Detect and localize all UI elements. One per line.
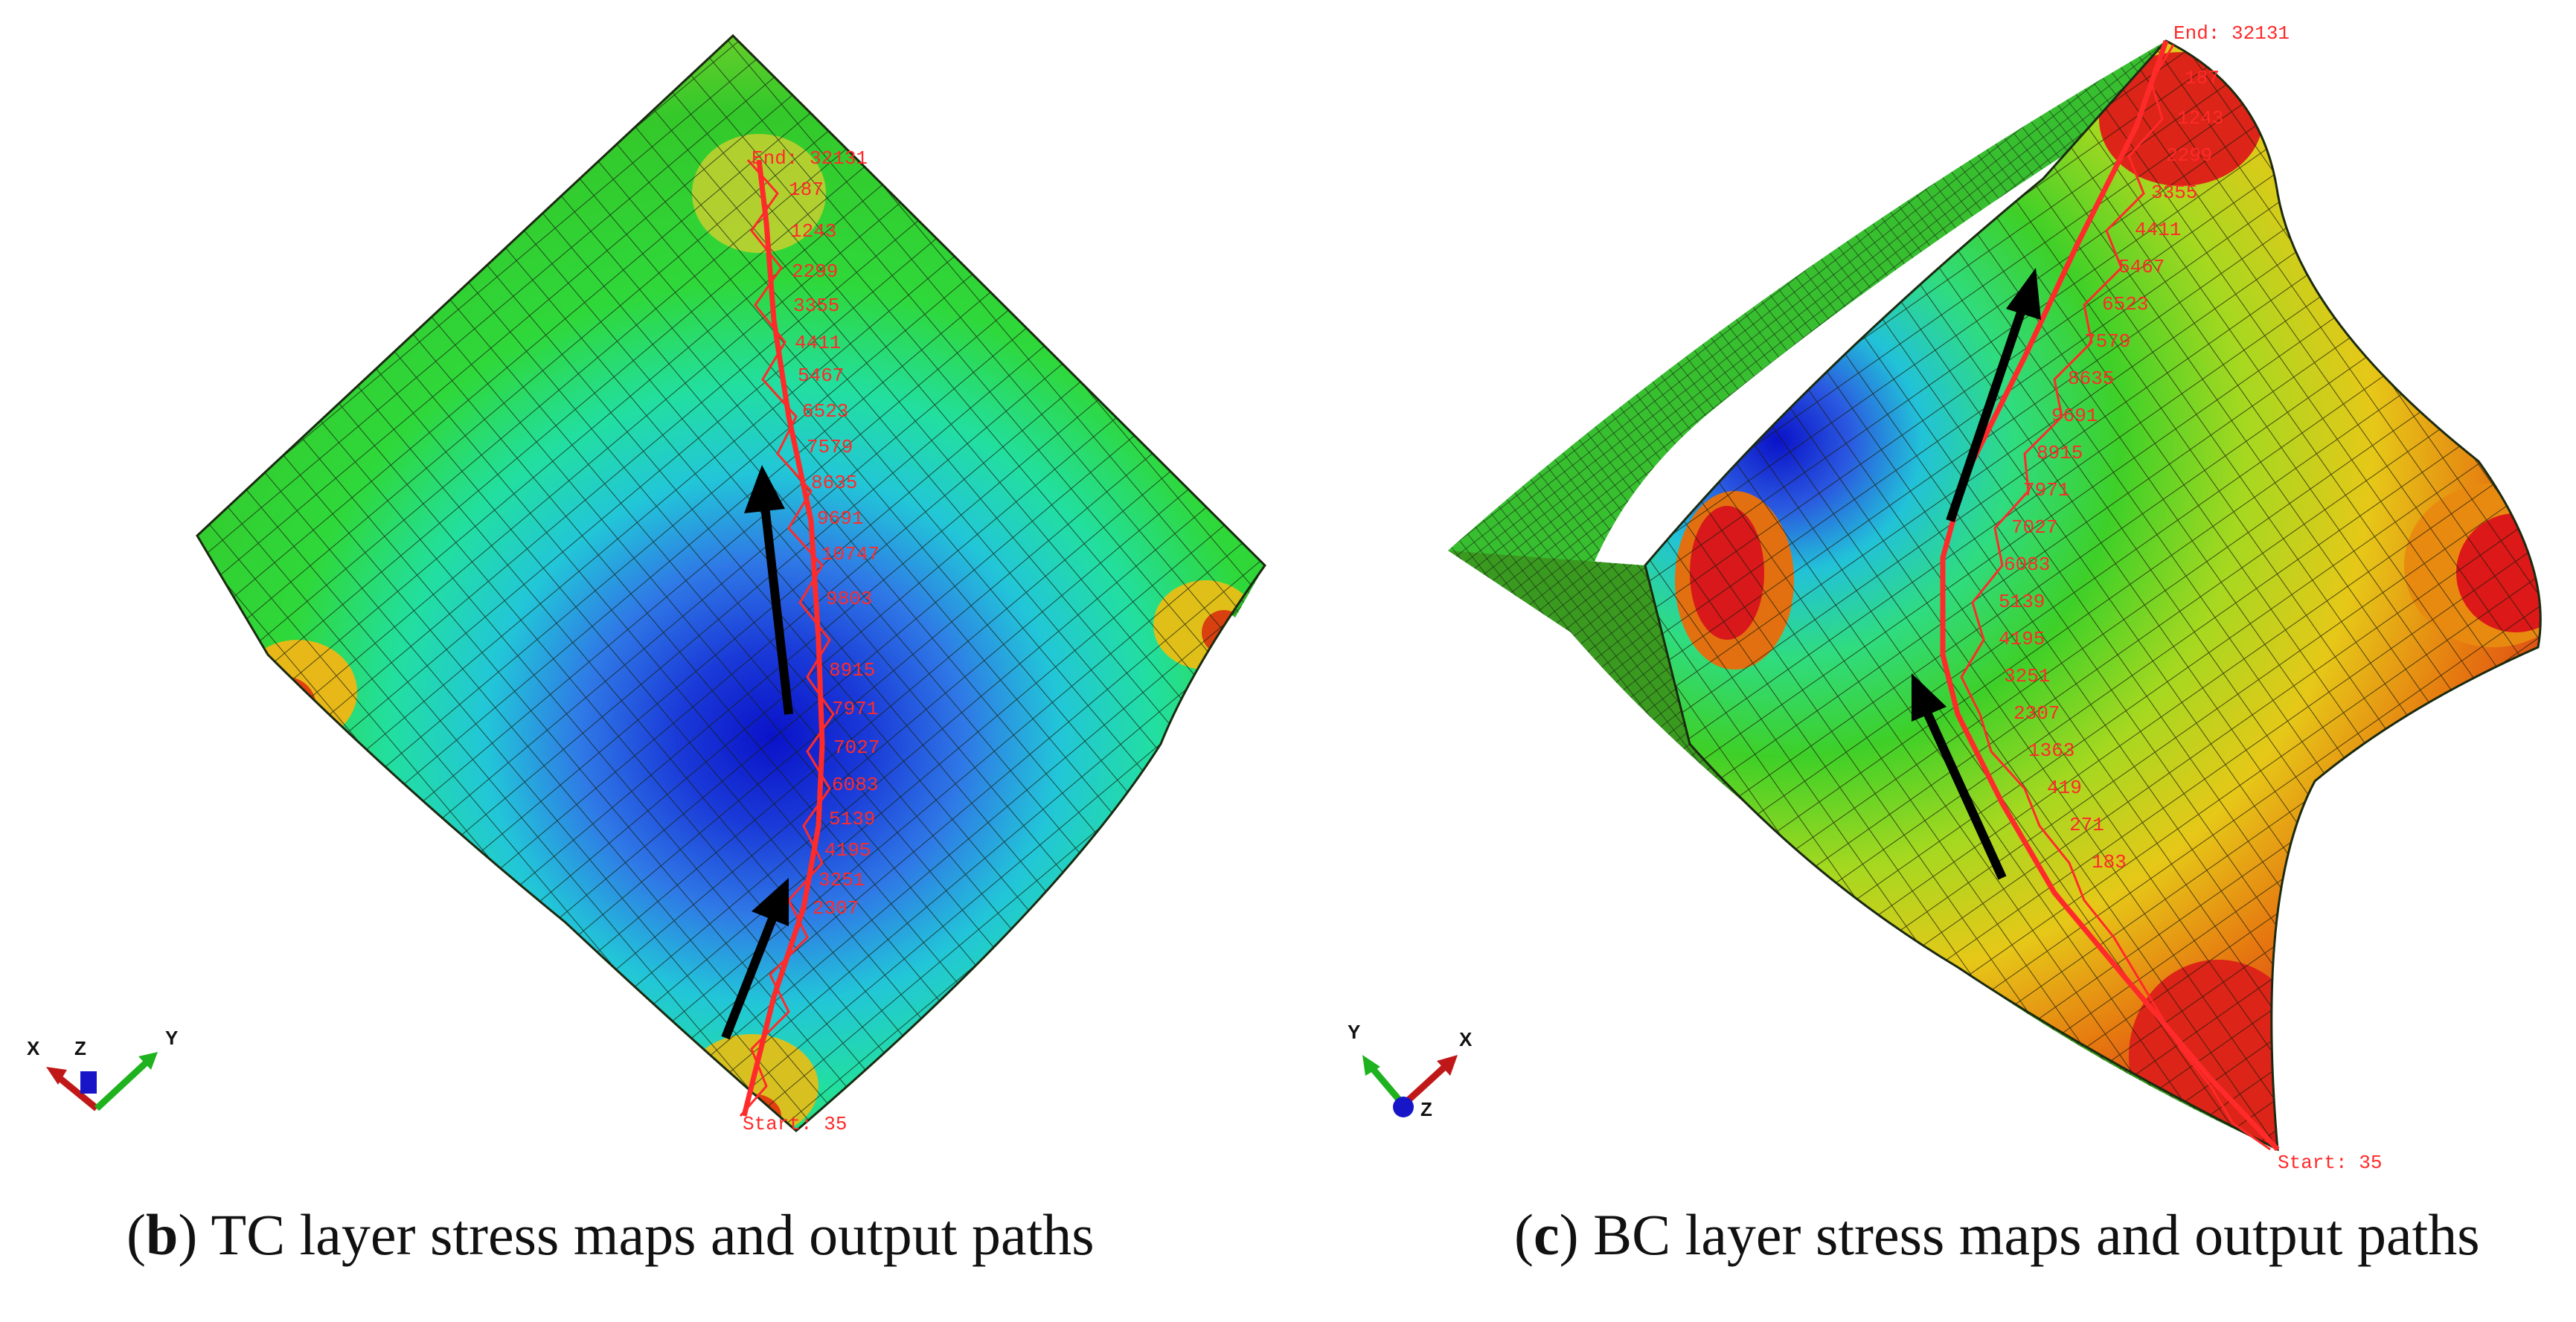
bc-node-label: 3251 bbox=[2004, 665, 2050, 687]
bc-node-label: 1363 bbox=[2028, 739, 2074, 762]
bc-node-label: 183 bbox=[2092, 851, 2127, 873]
tc-node-label: 2307 bbox=[813, 897, 859, 920]
tc-path-start-label: Start: 35 bbox=[743, 1113, 847, 1135]
caption-c-text: BC layer stress maps and output paths bbox=[1593, 1202, 2480, 1267]
bc-path-node-labels: 187 1243 2299 3355 4411 5467 6523 7579 8… bbox=[1999, 67, 2223, 873]
tc-node-label: 8915 bbox=[829, 659, 875, 681]
tc-path-end-label: End: 32131 bbox=[752, 147, 868, 170]
tc-node-label: 7971 bbox=[832, 698, 878, 720]
tc-stress-model: End: 32131 Start: 35 187 1243 2299 3355 … bbox=[27, 33, 1266, 1135]
caption-b-text: TC layer stress maps and output paths bbox=[211, 1202, 1095, 1267]
caption-c: (c) BC layer stress maps and output path… bbox=[1514, 1202, 2480, 1267]
bc-node-label: 2307 bbox=[2013, 702, 2060, 725]
bc-node-label: 6083 bbox=[2004, 553, 2050, 576]
bc-path-start-label: Start: 35 bbox=[2278, 1152, 2382, 1174]
tc-node-label: 4411 bbox=[795, 332, 841, 354]
tc-node-label: 6083 bbox=[832, 774, 878, 796]
bc-node-label: 1243 bbox=[2177, 107, 2223, 129]
tc-node-label: 3355 bbox=[793, 295, 839, 317]
panel-b-tc-layer: End: 32131 Start: 35 187 1243 2299 3355 … bbox=[27, 33, 1266, 1267]
bc-node-label: 7027 bbox=[2011, 516, 2057, 539]
bc-node-label: 8635 bbox=[2068, 368, 2114, 390]
bc-node-label: 2299 bbox=[2166, 144, 2212, 167]
tc-triad-x-label: X bbox=[27, 1037, 40, 1059]
bc-triad-y-label: Y bbox=[1348, 1021, 1360, 1043]
bc-node-label: 8915 bbox=[2037, 442, 2083, 464]
tc-stress-surface bbox=[197, 36, 1265, 1131]
bc-node-label: 7579 bbox=[2084, 330, 2130, 353]
bc-node-label: 6523 bbox=[2102, 293, 2148, 315]
caption-b-letter: b bbox=[145, 1202, 179, 1267]
tc-node-label: 2299 bbox=[792, 260, 838, 283]
caption-b: (b) TC layer stress maps and output path… bbox=[126, 1202, 1095, 1267]
tc-node-label: 187 bbox=[789, 179, 824, 201]
bc-node-label: 3355 bbox=[2151, 182, 2197, 204]
tc-node-label: 4195 bbox=[824, 839, 871, 861]
bc-stress-model: End: 32131 Start: 35 187 1243 2299 3355 … bbox=[1348, 22, 2542, 1174]
bc-node-label: 7971 bbox=[2023, 479, 2069, 501]
tc-axis-triad: X Z Y bbox=[27, 1027, 178, 1111]
bc-node-label: 5467 bbox=[2118, 256, 2165, 278]
tc-node-label: 10747 bbox=[821, 543, 880, 565]
bc-triad-x-label: X bbox=[1459, 1028, 1473, 1050]
bc-stress-surface bbox=[1645, 41, 2541, 1149]
tc-node-label: 5467 bbox=[798, 365, 844, 387]
bc-axis-triad: X Y Z bbox=[1348, 1021, 1473, 1120]
tc-node-label: 3251 bbox=[818, 869, 865, 891]
tc-node-label: 9803 bbox=[826, 588, 872, 610]
caption-c-letter: c bbox=[1533, 1202, 1560, 1267]
bc-node-label: 9691 bbox=[2051, 405, 2098, 427]
bc-output-path bbox=[1940, 39, 2280, 1152]
tc-triad-y-label: Y bbox=[165, 1027, 178, 1049]
bc-triad-z-label: Z bbox=[1420, 1098, 1432, 1120]
bc-node-label: 187 bbox=[2185, 67, 2220, 89]
tc-output-path bbox=[739, 159, 835, 1117]
bc-node-label: 5139 bbox=[1999, 591, 2045, 613]
tc-node-label: 8635 bbox=[811, 472, 857, 494]
bc-path-end-label: End: 32131 bbox=[2173, 22, 2290, 45]
bc-node-label: 271 bbox=[2069, 814, 2104, 836]
tc-path-node-labels: 187 1243 2299 3355 4411 5467 6523 7579 8… bbox=[789, 179, 880, 920]
bc-node-label: 419 bbox=[2047, 777, 2082, 799]
bc-node-label: 4195 bbox=[1999, 628, 2045, 650]
bc-node-label: 4411 bbox=[2135, 219, 2181, 241]
bc-direction-arrows bbox=[1912, 268, 2041, 880]
tc-node-label: 1243 bbox=[790, 220, 836, 243]
panel-c-bc-layer: End: 32131 Start: 35 187 1243 2299 3355 … bbox=[1288, 0, 2576, 1322]
tc-node-label: 6523 bbox=[802, 400, 848, 423]
tc-direction-arrows bbox=[721, 465, 793, 1040]
tc-triad-z-label: Z bbox=[74, 1037, 86, 1059]
tc-node-label: 7579 bbox=[807, 436, 853, 458]
tc-node-label: 5139 bbox=[829, 808, 875, 830]
tc-node-label: 7027 bbox=[833, 737, 880, 759]
tc-node-label: 9691 bbox=[817, 507, 863, 530]
